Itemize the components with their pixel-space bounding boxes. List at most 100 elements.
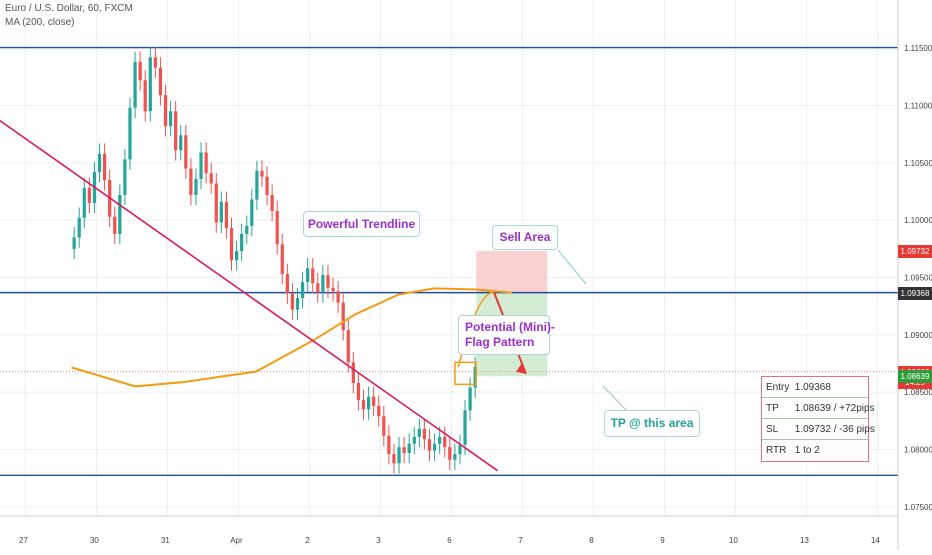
candle-body bbox=[123, 159, 127, 195]
y-tick-label: 1.07500 bbox=[904, 503, 932, 512]
trade-info-box: Entry 1.09368 TP 1.08639 / +72pips SL 1.… bbox=[761, 376, 875, 462]
y-tick-label: 1.09000 bbox=[904, 331, 932, 340]
candle-body bbox=[432, 443, 437, 451]
candle-body bbox=[377, 405, 381, 417]
trade-rtr-row: RTR 1 to 2 bbox=[766, 445, 820, 456]
x-tick-label: 31 bbox=[161, 536, 170, 545]
x-tick-label: 7 bbox=[518, 536, 523, 545]
ma-200-line bbox=[71, 287, 512, 388]
y-tick-label: 1.08000 bbox=[904, 445, 932, 454]
candle-body bbox=[458, 444, 462, 455]
candle-body bbox=[143, 80, 147, 112]
sell-area-callout: Sell Area bbox=[492, 225, 558, 250]
candle-body bbox=[87, 188, 91, 203]
candle-body bbox=[407, 443, 411, 453]
candle-body bbox=[118, 194, 122, 234]
indicator-label: MA (200, close) bbox=[5, 17, 75, 28]
candle-body bbox=[463, 410, 467, 445]
candle-body bbox=[372, 396, 376, 406]
stop-loss-zone bbox=[476, 250, 548, 293]
candle-body bbox=[448, 447, 452, 460]
candle-body bbox=[295, 298, 300, 310]
y-tick-label: 1.08500 bbox=[904, 388, 932, 397]
sell-arrow-head bbox=[516, 362, 526, 374]
x-tick-label: Apr bbox=[230, 536, 243, 545]
tp-area-callout: TP @ this area bbox=[604, 410, 700, 437]
candle-body bbox=[77, 217, 81, 238]
y-tick-label: 1.09500 bbox=[904, 273, 932, 282]
candle-body bbox=[422, 428, 427, 440]
candle-body bbox=[361, 400, 366, 410]
candle-body bbox=[204, 152, 208, 174]
candle-body bbox=[316, 283, 320, 293]
candle-body bbox=[250, 199, 254, 226]
x-tick-label: 13 bbox=[800, 536, 809, 545]
candle-body bbox=[427, 439, 432, 451]
candle-body bbox=[168, 111, 173, 127]
trade-tp-row: TP 1.08639 / +72pips bbox=[762, 398, 875, 419]
candle-body bbox=[331, 287, 335, 292]
candle-body bbox=[163, 95, 168, 127]
candle-body bbox=[473, 366, 477, 388]
candle-body bbox=[382, 416, 386, 436]
candle-body bbox=[366, 396, 371, 410]
candle-body bbox=[194, 178, 198, 195]
candle-body bbox=[245, 225, 249, 234]
candle-body bbox=[290, 293, 295, 310]
candle-body bbox=[321, 275, 325, 293]
x-tick-label: 6 bbox=[447, 536, 452, 545]
candle-body bbox=[189, 168, 193, 195]
trade-entry-row: Entry 1.09368 bbox=[762, 377, 868, 398]
x-tick-label: 8 bbox=[589, 536, 594, 545]
candle-body bbox=[240, 233, 244, 252]
x-tick-label: 30 bbox=[90, 536, 99, 545]
candle-body bbox=[438, 436, 442, 444]
candle-body bbox=[397, 447, 401, 464]
candle-body bbox=[285, 274, 289, 294]
tp-callout-pointer bbox=[602, 385, 627, 411]
candle-body bbox=[224, 201, 229, 229]
candle-body bbox=[234, 251, 239, 261]
candle-body bbox=[158, 67, 163, 96]
candle-body bbox=[219, 201, 223, 223]
candle-body bbox=[209, 173, 213, 184]
flag-pattern-callout: Potential (Mini)- Flag Pattern bbox=[458, 315, 555, 355]
candle-body bbox=[72, 237, 76, 249]
candle-body bbox=[351, 362, 355, 383]
candle-body bbox=[417, 428, 421, 437]
candle-body bbox=[82, 188, 86, 218]
candle-body bbox=[387, 435, 391, 455]
downtrend-line bbox=[0, 119, 499, 472]
candle-body bbox=[214, 183, 218, 223]
candle-body bbox=[199, 152, 203, 179]
y-tick-label: 1.11000 bbox=[904, 101, 932, 110]
y-tick-label: 1.11500 bbox=[904, 44, 932, 53]
x-tick-label: 2 bbox=[305, 536, 310, 545]
candle-body bbox=[346, 330, 350, 363]
candle-body bbox=[336, 291, 340, 303]
candle-body bbox=[356, 382, 361, 401]
x-tick-label: 14 bbox=[871, 536, 880, 545]
candle-body bbox=[255, 170, 259, 200]
candle-body bbox=[300, 282, 305, 299]
candle-body bbox=[138, 61, 142, 81]
candle-body bbox=[128, 107, 132, 160]
candle-body bbox=[179, 135, 183, 151]
candle-body bbox=[392, 454, 396, 464]
candle-body bbox=[443, 436, 447, 448]
candle-body bbox=[270, 194, 274, 211]
candle-body bbox=[402, 447, 406, 453]
trade-sl-row: SL 1.09732 / -36 pips bbox=[762, 419, 875, 440]
price-axis-tag: 1.09732 bbox=[898, 244, 932, 258]
x-tick-label: 9 bbox=[660, 536, 665, 545]
candle-body bbox=[280, 244, 284, 275]
sell-callout-pointer bbox=[557, 249, 587, 285]
x-tick-label: 27 bbox=[19, 536, 28, 545]
candle-body bbox=[311, 268, 315, 284]
candle-body bbox=[453, 454, 457, 460]
candle-body bbox=[265, 176, 269, 195]
x-tick-label: 3 bbox=[376, 536, 381, 545]
candle-body bbox=[184, 135, 188, 169]
